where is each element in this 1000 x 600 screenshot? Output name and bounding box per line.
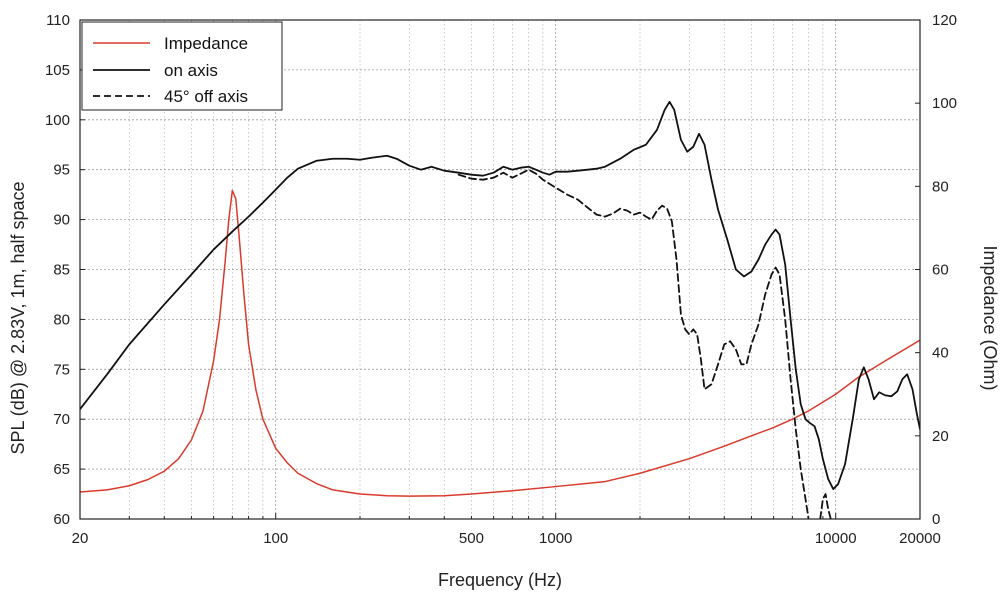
x-tick-label: 20 [72,530,89,547]
y-tick-label: 65 [53,461,70,478]
y2-tick-label: 0 [932,511,940,528]
y-tick-label: 105 [45,62,70,79]
series-line-impedance [80,189,920,497]
x-axis-title: Frequency (Hz) [438,570,562,590]
legend-label-impedance: Impedance [164,34,248,53]
y2-tick-label: 100 [932,95,957,112]
y2-axis-title: Impedance (Ohm) [980,245,1000,390]
x-tick-label: 500 [459,530,484,547]
y-tick-label: 70 [53,411,70,428]
x-tick-label: 20000 [899,530,941,547]
series-line-45-off-axis [457,168,810,519]
legend-label-on-axis: on axis [164,61,218,80]
series-line-on-axis [80,100,920,490]
y-tick-label: 60 [53,511,70,528]
y2-tick-label: 20 [932,428,949,445]
y2-tick-label: 40 [932,345,949,362]
x-tick-label: 100 [263,530,288,547]
y2-tick-label: 80 [932,178,949,195]
y-tick-label: 85 [53,262,70,279]
tick-layer: 20 100 500 1000 10000 20000606570758085909510… [45,12,957,547]
y-tick-label: 75 [53,361,70,378]
y2-tick-label: 120 [932,12,957,29]
y2-tick-label: 60 [932,262,949,279]
y-axis-title: SPL (dB) @ 2.83V, 1m, half space [8,181,28,454]
y-tick-label: 90 [53,212,70,229]
y-tick-label: 110 [46,12,70,29]
grid-layer [80,20,920,519]
x-tick-label: 1000 [539,530,572,547]
x-tick-label: 10000 [815,530,857,547]
y-tick-label: 80 [53,311,70,328]
series-layer [80,100,920,519]
y-tick-label: 95 [53,162,70,179]
legend: Impedance on axis 45° off axis [81,21,283,111]
y-tick-label: 100 [45,112,70,129]
legend-label-off-axis: 45° off axis [164,87,248,106]
series-line-off-axis-fragment [819,493,832,519]
